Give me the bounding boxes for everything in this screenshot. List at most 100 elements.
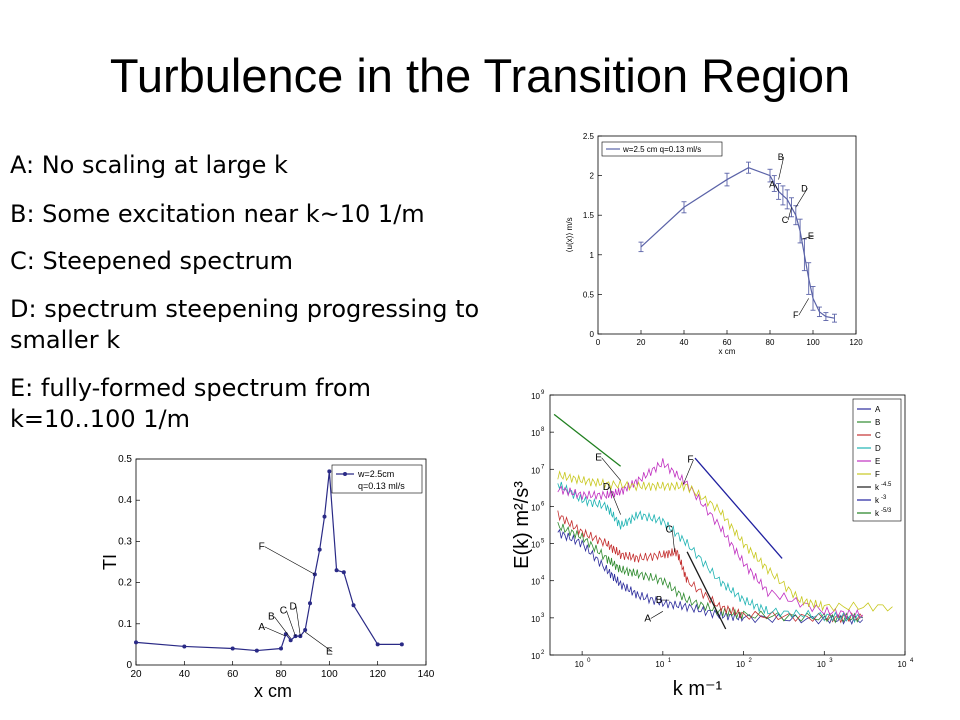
y-tick-label: 10 <box>531 429 540 438</box>
ti-data-point <box>288 638 293 643</box>
ti-data-point <box>351 603 356 608</box>
ti-data-point <box>322 514 327 519</box>
annotation-arrow <box>802 235 814 240</box>
slide-title: Turbulence in the Transition Region <box>109 49 851 102</box>
y-tick-label: 0 <box>126 660 132 671</box>
x-tick-label: 80 <box>766 338 775 347</box>
bullet-a: A: No scaling at large k <box>10 151 288 179</box>
x-tick-label: 60 <box>723 338 732 347</box>
x-tick-exponent: 4 <box>910 658 914 664</box>
x-axis-label: x cm <box>719 347 736 356</box>
x-tick-label: 120 <box>369 669 386 680</box>
ti-data-point <box>375 642 380 647</box>
legend-marker <box>343 472 347 476</box>
legend-label: q=0.13 ml/s <box>358 481 405 491</box>
ti-data-point <box>341 570 346 575</box>
y-tick-label: 0.5 <box>583 290 595 299</box>
x-tick-exponent: 0 <box>587 658 591 664</box>
velocity-chart: 0 20 40 60 80 100 120 0 0.5 1 1.5 2 2.5 x cm ⟨u(x)⟩ m/… <box>565 132 863 356</box>
y-axis-label: E(k) m²/s³ <box>511 481 533 569</box>
y-axis-label: TI <box>100 554 120 570</box>
legend-box <box>601 141 723 157</box>
legend-label: k <box>875 483 880 492</box>
bullet-d: D: spectrum steepening progressing to sm… <box>10 295 480 354</box>
annotation-label: A <box>769 179 775 189</box>
x-tick-label: 10 <box>898 660 907 669</box>
annotation-arrow <box>798 298 809 316</box>
annotation-label: F <box>793 310 799 320</box>
spectrum-series-5 <box>557 470 893 612</box>
legend-label: w=2.5 cm q=0.13 ml/s <box>622 145 701 154</box>
annotation-arrow <box>787 207 792 221</box>
legend-exponent: -4.5 <box>881 482 892 488</box>
y-tick-label: 10 <box>531 392 540 401</box>
ti-data-point <box>134 640 138 645</box>
annotation-label: B <box>656 595 663 606</box>
ti-data-point <box>298 634 303 639</box>
spectrum-series-4 <box>557 458 864 620</box>
annotation-label: D <box>801 183 808 193</box>
y-tick-label: 2.5 <box>583 132 595 141</box>
annotation-arrow <box>264 546 315 575</box>
spectrum-series-6 <box>686 551 727 630</box>
annotation-arrow <box>778 156 785 180</box>
ti-data-point <box>293 634 298 639</box>
ti-data-point <box>308 601 312 606</box>
x-tick-label: 10 <box>575 660 584 669</box>
x-tick-label: 100 <box>321 669 338 680</box>
ti-data-point <box>327 469 332 474</box>
bullet-b: B: Some excitation near k~10 1/m <box>10 200 425 228</box>
y-tick-label: 1.5 <box>583 211 595 220</box>
y-tick-exponent: 4 <box>541 576 545 582</box>
legend-label: C <box>875 431 881 440</box>
annotation-label: C <box>666 524 673 535</box>
legend-label: w=2.5cm <box>357 469 394 479</box>
y-tick-label: 0.5 <box>118 454 132 465</box>
bullet-e: E: fully-formed spectrum from k=10..100 … <box>10 374 371 433</box>
annotation-label: E <box>808 231 814 241</box>
annotation-arrow <box>650 611 663 619</box>
x-tick-label: 60 <box>227 669 239 680</box>
ti-data-point <box>334 568 339 573</box>
annotation-label: F <box>687 455 693 466</box>
y-tick-exponent: 6 <box>541 501 545 507</box>
y-tick-label: 10 <box>531 541 540 550</box>
x-tick-label: 40 <box>179 669 191 680</box>
annotation-arrow <box>286 610 296 637</box>
annotation-arrow <box>295 606 301 637</box>
x-tick-exponent: 3 <box>829 658 833 664</box>
x-axis-label: x cm <box>254 681 292 701</box>
spectrum-series-2 <box>557 510 864 624</box>
x-tick-label: 10 <box>817 660 826 669</box>
annotation-arrow <box>795 188 808 208</box>
spectrum-series-0 <box>557 528 864 626</box>
x-tick-exponent: 1 <box>668 658 672 664</box>
annotation-label: D <box>603 482 610 493</box>
y-tick-label: 2 <box>590 172 595 181</box>
spectrum-series-7 <box>694 457 783 559</box>
x-tick-label: 100 <box>806 338 820 347</box>
x-tick-label: 10 <box>736 660 745 669</box>
x-tick-label: 0 <box>596 338 601 347</box>
legend-exponent: -5/3 <box>881 508 892 514</box>
y-tick-label: 10 <box>531 503 540 512</box>
legend-label: A <box>875 405 881 414</box>
y-tick-exponent: 2 <box>541 650 545 656</box>
y-tick-label: 1 <box>590 251 595 260</box>
y-tick-exponent: 3 <box>541 613 545 619</box>
y-tick-exponent: 8 <box>541 427 545 433</box>
ti-data-point <box>303 627 308 632</box>
x-axis-label: k m⁻¹ <box>673 678 723 700</box>
annotation-arrow <box>774 184 779 192</box>
annotation-arrow <box>683 459 694 485</box>
annotation-label: B <box>778 152 784 162</box>
plot-frame <box>597 135 857 335</box>
annotation-label: A <box>644 613 651 624</box>
annotation-label: C <box>782 215 789 225</box>
y-tick-label: 0.2 <box>118 578 132 589</box>
annotation-label: E <box>595 453 602 464</box>
annotation-label: A <box>258 622 265 633</box>
energy-spectrum-chart: 10 0 10 1 10 2 10 3 10 410 210 310 410 510 610 710 810 9k… <box>511 390 914 700</box>
y-tick-exponent: 7 <box>541 464 545 470</box>
y-tick-label: 0 <box>590 330 595 339</box>
